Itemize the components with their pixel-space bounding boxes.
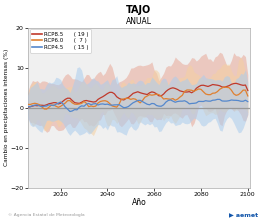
Text: ▶ aemet: ▶ aemet <box>229 212 258 217</box>
X-axis label: Año: Año <box>132 198 146 207</box>
Text: © Agencia Estatal de Meteorología: © Agencia Estatal de Meteorología <box>8 213 85 217</box>
Text: TAJO: TAJO <box>126 5 152 15</box>
Text: ANUAL: ANUAL <box>126 17 152 26</box>
Y-axis label: Cambio en precipitaciones intensas (%): Cambio en precipitaciones intensas (%) <box>4 49 9 166</box>
Legend: RCP8.5      ( 19 ), RCP6.0      (  7 ), RCP4.5      ( 15 ): RCP8.5 ( 19 ), RCP6.0 ( 7 ), RCP4.5 ( 15… <box>30 29 91 53</box>
